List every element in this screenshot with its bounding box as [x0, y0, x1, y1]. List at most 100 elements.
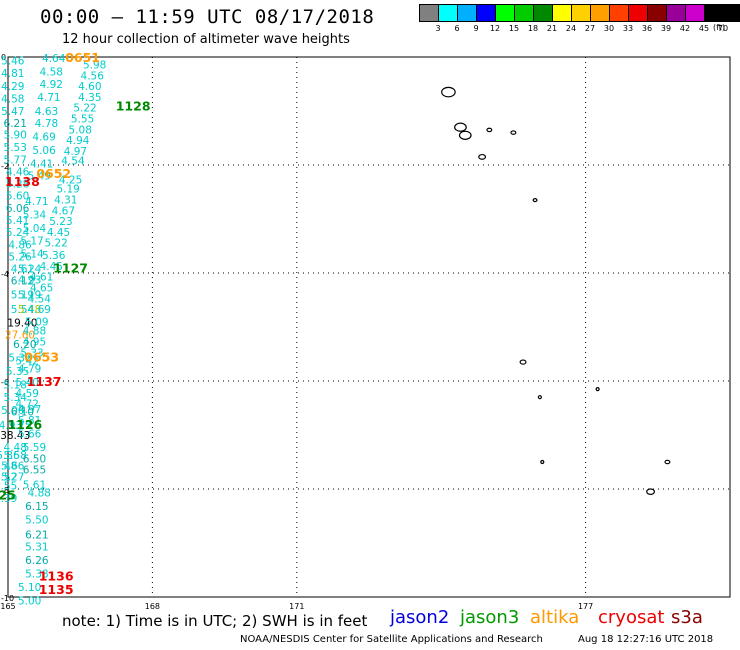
swh-value: 6.06	[6, 203, 30, 215]
color-scale-swatch: 18	[514, 4, 538, 33]
swh-value: 5.23	[49, 216, 72, 228]
swh-value: 5.36	[0, 450, 20, 462]
color-scale-label: 30	[603, 24, 615, 33]
y-tick-label: -2	[1, 162, 9, 171]
swh-value: 5.42	[16, 355, 39, 367]
color-scale-label: 70	[717, 24, 729, 33]
mission-altika: altika	[530, 607, 580, 628]
color-scale-swatch: 42	[666, 4, 690, 33]
island-outline	[519, 359, 527, 365]
swh-value: 4.69	[32, 131, 55, 143]
swh-value: 5.54	[11, 304, 35, 316]
swh-value: 5.09	[25, 317, 48, 329]
swh-value-labels: 4.64 5.46 5.98 4.81 4.58 4.56 4.29 4.92 4.60 4.58…	[0, 53, 106, 608]
swh-value: 5.08	[69, 124, 92, 136]
footer-timestamp: Aug 18 12:27:16 UTC 2018	[578, 634, 714, 645]
swh-value: 4.29	[1, 81, 24, 93]
swh-value: 5.53	[4, 142, 27, 154]
color-scale-label: 36	[641, 24, 653, 33]
swh-value: 38.43	[0, 430, 30, 442]
swh-value: 4.56	[81, 70, 105, 82]
color-scale-label: 24	[565, 24, 577, 33]
island-outline	[486, 127, 493, 133]
swh-value: 4.58	[40, 67, 63, 79]
swh-value: 4.97	[64, 146, 87, 158]
swh-value: 4.95	[23, 337, 46, 349]
swh-value: 4.58	[1, 94, 24, 106]
y-tick-label: -10	[1, 594, 14, 603]
x-tick-label: 165	[0, 602, 15, 611]
swh-value: 4.71	[37, 92, 60, 104]
swh-value: 5.24	[6, 227, 30, 239]
swh-value: 4.41	[30, 158, 53, 170]
swh-value: 5.18	[4, 380, 27, 392]
color-scale-label: 3	[435, 24, 441, 33]
swh-value: 5.52	[0, 472, 17, 484]
swh-value: 4.54	[28, 293, 52, 305]
color-scale-label: 27	[584, 24, 596, 33]
y-tick-label: -4	[1, 270, 9, 279]
swh-value: 5.47	[1, 106, 24, 118]
swh-value: 5.36	[42, 250, 66, 262]
pass-time-label: 1128	[116, 99, 151, 114]
swh-value: 5.34	[4, 392, 28, 404]
swh-value: 6.55	[23, 464, 46, 476]
swh-value: 4.81	[1, 68, 24, 80]
swh-value: 5.19	[11, 290, 34, 302]
pass-time-label: 1125	[0, 487, 16, 502]
pass-time-label: 1135	[39, 582, 74, 597]
color-scale-label: 12	[489, 24, 501, 33]
color-scale-legend: 3 6 9 12 15 18 21 24 27 30 33 36 39 42 45 70	[419, 4, 740, 33]
island-outline	[595, 387, 600, 392]
color-scale-label: 21	[546, 24, 558, 33]
color-scale-label: 15	[508, 24, 520, 33]
swh-value: 5.00	[18, 596, 41, 608]
color-scale-swatch	[723, 4, 740, 22]
swh-value: 19.40	[7, 318, 37, 330]
swh-value: 5.22	[73, 103, 96, 115]
swh-value: 4.67	[52, 205, 75, 217]
swh-value: 5.28	[6, 178, 29, 190]
swh-value: 4.92	[40, 79, 63, 91]
swh-value: 5.90	[4, 130, 27, 142]
color-scale-label: 42	[679, 24, 691, 33]
swh-value: 5.66	[1, 461, 25, 473]
swh-value: 4.79	[18, 364, 41, 376]
swh-value: 5.39	[0, 493, 17, 505]
swh-value: 6.15	[25, 501, 48, 513]
swh-value: 4.88	[28, 488, 51, 500]
swh-value: 5.61	[23, 480, 46, 492]
swh-value: 5.48	[18, 304, 41, 316]
mission-cryosat: cryosat	[598, 607, 665, 628]
page-subtitle: 12 hour collection of altimeter wave hei…	[62, 32, 350, 47]
swh-value: 4.94	[66, 135, 90, 147]
swh-value: 5.26	[8, 252, 32, 264]
pass-time-label: 0652	[36, 166, 71, 181]
swh-value: 5.31	[25, 542, 48, 554]
island-outline	[646, 488, 656, 495]
swh-value: 4.72	[16, 399, 39, 411]
swh-value: 4.71	[25, 196, 48, 208]
swh-value: 5.10	[18, 582, 41, 594]
swh-value: 5.55	[0, 481, 17, 493]
swh-value: 5.24	[18, 264, 42, 276]
swh-value: 5.55	[71, 113, 94, 125]
swh-value: 4.54	[61, 156, 85, 168]
swh-value: 5.17	[20, 236, 43, 248]
swh-value: 5.22	[44, 238, 67, 250]
swh-value: 4.31	[54, 194, 77, 206]
swh-value: 5.19	[18, 290, 41, 302]
swh-value: 4.35	[78, 92, 101, 104]
island-outline	[664, 459, 671, 465]
y-tick-label: -8	[1, 486, 9, 495]
pass-time-label: 1127	[53, 261, 88, 276]
color-scale-swatch: 9	[457, 4, 479, 33]
y-tick-label: -6	[1, 378, 9, 387]
swh-value: 5.50	[25, 515, 48, 527]
swh-value: 27.60	[5, 329, 35, 341]
swh-value: 6.12	[11, 275, 34, 287]
swh-value: 5.48	[0, 461, 17, 473]
swh-value: 4.64	[42, 53, 66, 65]
